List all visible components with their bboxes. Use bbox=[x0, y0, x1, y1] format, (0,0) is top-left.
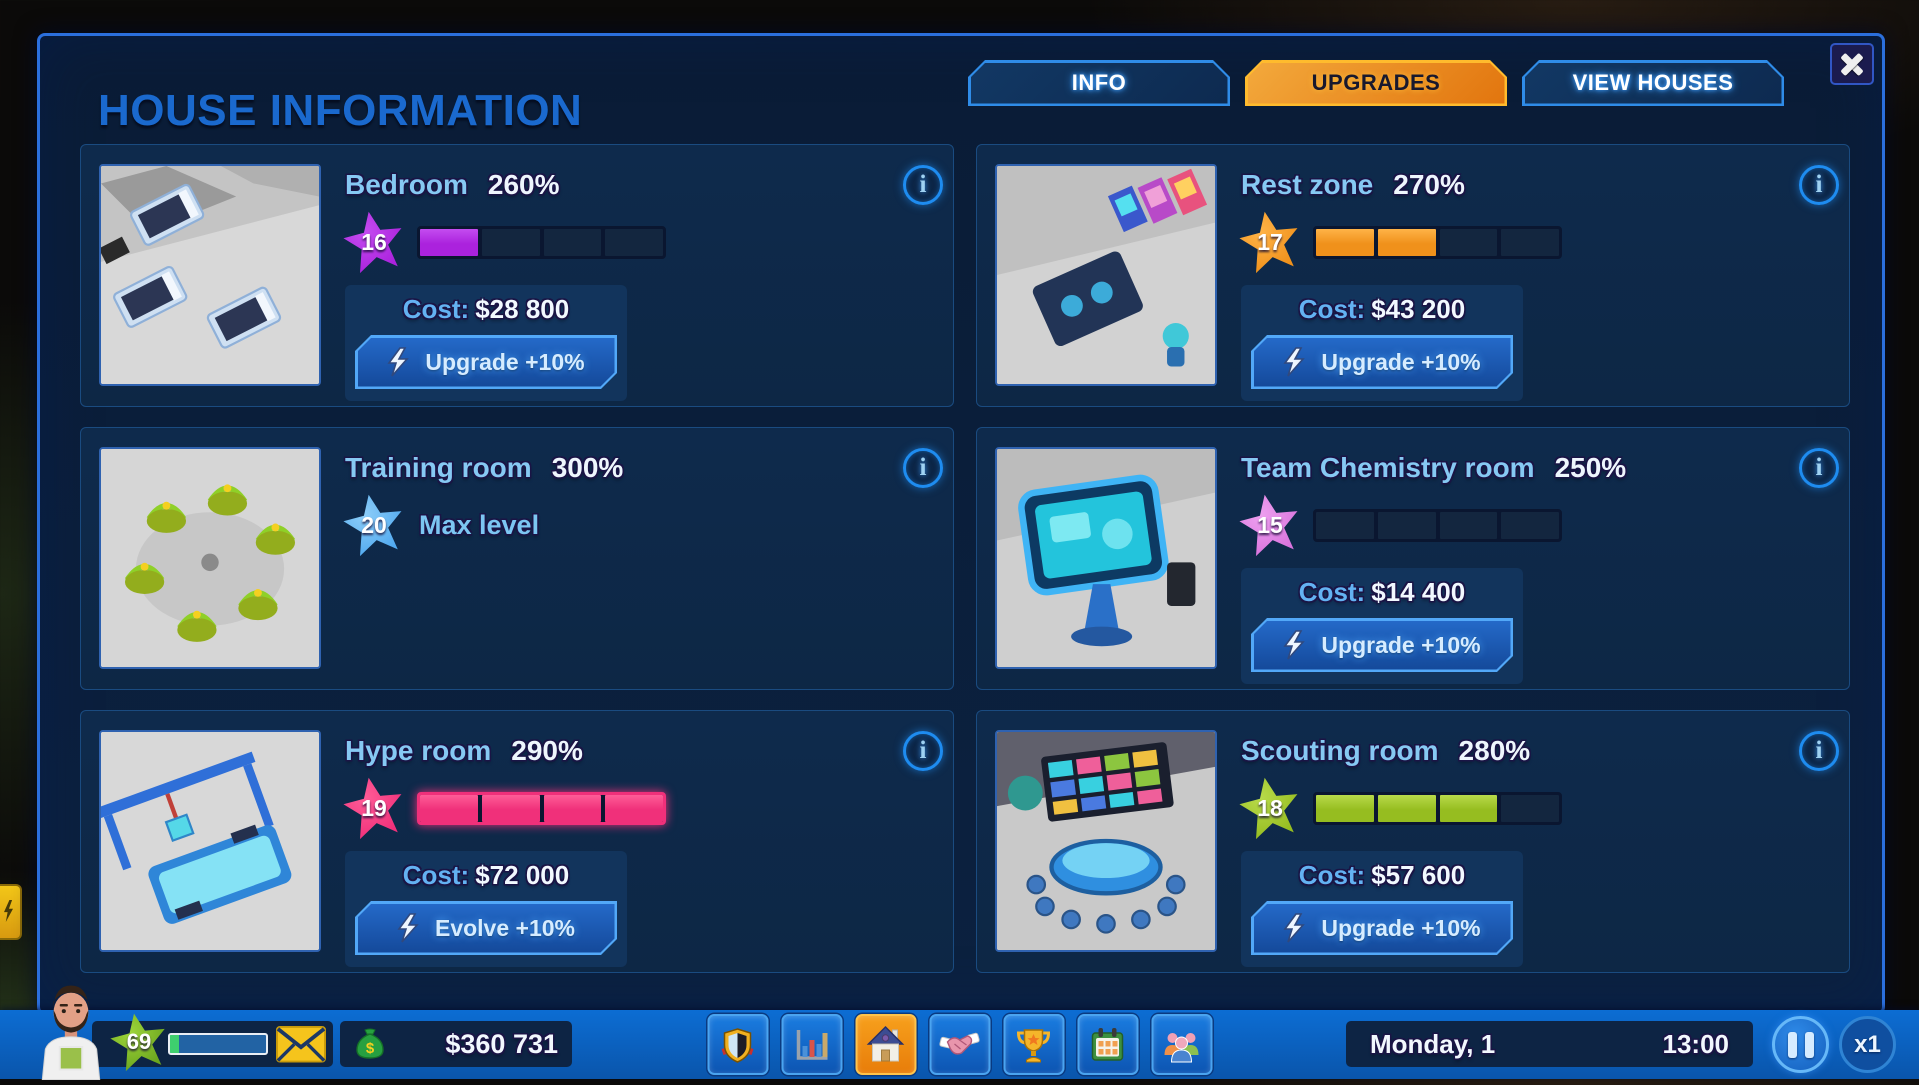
sponsors-handshake-icon[interactable] bbox=[929, 1014, 990, 1075]
level-star-badge: 16 bbox=[345, 213, 403, 271]
room-thumbnail-team-chemistry bbox=[995, 447, 1217, 669]
info-icon[interactable]: i bbox=[903, 448, 943, 488]
lightning-bolt-icon bbox=[1283, 347, 1305, 377]
lightning-bolt-icon bbox=[1283, 630, 1305, 660]
room-thumbnail-training-room bbox=[99, 447, 321, 669]
lightning-bolt-icon bbox=[397, 913, 419, 943]
team-roster-icon[interactable] bbox=[1151, 1014, 1212, 1075]
house-icon[interactable] bbox=[855, 1014, 916, 1075]
level-progress-bar bbox=[1313, 508, 1562, 542]
svg-text:$: $ bbox=[366, 1040, 375, 1057]
upgrade-cost-box: Cost: $28 800 Upgrade +10% bbox=[345, 285, 627, 401]
money-bag-icon: $ bbox=[352, 1026, 388, 1062]
page-title: HOUSE INFORMATION bbox=[98, 86, 583, 135]
room-card-training-room: Training room 300% 20 Max level i bbox=[80, 427, 954, 690]
player-level-star: 69 bbox=[112, 1015, 166, 1069]
pause-button[interactable] bbox=[1772, 1016, 1829, 1073]
tab-upgrades[interactable]: UPGRADES bbox=[1245, 60, 1507, 106]
stats-chart-icon[interactable] bbox=[781, 1014, 842, 1075]
room-name: Scouting room bbox=[1241, 735, 1439, 766]
info-icon[interactable]: i bbox=[1799, 448, 1839, 488]
room-card-scouting-room: Scouting room 280% 18 Cost: $57 600 Upgrad… bbox=[976, 710, 1850, 973]
room-bonus-percent: 290% bbox=[511, 735, 583, 766]
house-information-panel: HOUSE INFORMATION INFO UPGRADES VIEW HOU… bbox=[37, 33, 1885, 1015]
room-thumbnail-hype-room bbox=[99, 730, 321, 952]
upgrade-cost-box: Cost: $43 200 Upgrade +10% bbox=[1241, 285, 1523, 401]
xp-progress-fill bbox=[170, 1035, 179, 1053]
tab-bar: INFO UPGRADES VIEW HOUSES bbox=[968, 60, 1784, 106]
bottom-hud-bar: 69 $ $360 731 bbox=[0, 985, 1919, 1081]
level-star-badge: 17 bbox=[1241, 213, 1299, 271]
room-bonus-percent: 250% bbox=[1554, 452, 1627, 483]
level-progress-bar bbox=[417, 225, 666, 259]
money-value: $360 731 bbox=[445, 1029, 558, 1059]
tab-info[interactable]: INFO bbox=[968, 60, 1230, 106]
level-progress-bar bbox=[417, 791, 666, 825]
main-nav bbox=[707, 1014, 1212, 1075]
upgrade-button[interactable]: Upgrade +10% bbox=[1251, 618, 1513, 672]
info-icon[interactable]: i bbox=[1799, 731, 1839, 771]
room-name: Training room bbox=[345, 452, 532, 483]
room-name: Bedroom bbox=[345, 169, 468, 200]
club-shield-icon[interactable] bbox=[707, 1014, 768, 1075]
room-card-team-chemistry-room: Team Chemistry room 250% 15 Cost: $14 400 … bbox=[976, 427, 1850, 690]
lightning-bolt-icon bbox=[1283, 913, 1305, 943]
time-label: 13:00 bbox=[1662, 1028, 1730, 1059]
room-thumbnail-rest-zone bbox=[995, 164, 1217, 386]
info-icon[interactable]: i bbox=[903, 165, 943, 205]
level-star-badge: 20 bbox=[345, 496, 403, 554]
pause-icon bbox=[1787, 1031, 1797, 1058]
room-thumbnail-scouting-room bbox=[995, 730, 1217, 952]
edge-alert-icon[interactable] bbox=[0, 884, 22, 940]
info-icon[interactable]: i bbox=[1799, 165, 1839, 205]
room-card-hype-room: Hype room 290% 19 Cost: $72 000 Evolve +10… bbox=[80, 710, 954, 973]
mail-envelope-icon[interactable] bbox=[276, 1026, 326, 1063]
tournaments-trophy-icon[interactable] bbox=[1003, 1014, 1064, 1075]
date-label: Monday, 1 bbox=[1370, 1028, 1496, 1059]
game-speed-button[interactable]: x1 bbox=[1839, 1016, 1896, 1073]
close-icon[interactable] bbox=[1830, 43, 1874, 85]
level-progress-bar bbox=[1313, 791, 1562, 825]
room-name: Rest zone bbox=[1241, 169, 1374, 200]
date-time-panel: Monday, 1 13:00 bbox=[1346, 1021, 1753, 1067]
room-name: Team Chemistry room bbox=[1241, 452, 1535, 483]
speed-label: x1 bbox=[1854, 1030, 1881, 1058]
room-card-rest-zone: Rest zone 270% 17 Cost: $43 200 Upgrade +1… bbox=[976, 144, 1850, 407]
calendar-icon[interactable] bbox=[1077, 1014, 1138, 1075]
lightning-bolt-icon bbox=[387, 347, 409, 377]
player-stats-panel: 69 bbox=[92, 1021, 333, 1067]
room-bonus-percent: 300% bbox=[551, 452, 624, 483]
upgrade-button[interactable]: Upgrade +10% bbox=[355, 335, 617, 389]
money-panel: $ $360 731 bbox=[340, 1021, 572, 1067]
upgrade-button[interactable]: Upgrade +10% bbox=[1251, 335, 1513, 389]
upgrade-cost-box: Cost: $72 000 Evolve +10% bbox=[345, 851, 627, 967]
level-star-badge: 18 bbox=[1241, 779, 1299, 837]
evolve-button[interactable]: Evolve +10% bbox=[355, 901, 617, 955]
room-bonus-percent: 280% bbox=[1458, 735, 1531, 766]
room-bonus-percent: 270% bbox=[1393, 169, 1465, 200]
room-name: Hype room bbox=[345, 735, 492, 766]
rooms-grid: Bedroom 260% 16 Cost: $28 800 Upgrade +10%… bbox=[80, 144, 1850, 973]
xp-progress-bar bbox=[168, 1033, 268, 1055]
player-avatar[interactable] bbox=[30, 965, 112, 1081]
tab-view-houses[interactable]: VIEW HOUSES bbox=[1522, 60, 1784, 106]
level-progress-bar bbox=[1313, 225, 1562, 259]
upgrade-cost-box: Cost: $57 600 Upgrade +10% bbox=[1241, 851, 1523, 967]
level-star-badge: 15 bbox=[1241, 496, 1299, 554]
max-level-label: Max level bbox=[419, 509, 540, 540]
level-star-badge: 19 bbox=[345, 779, 403, 837]
upgrade-button[interactable]: Upgrade +10% bbox=[1251, 901, 1513, 955]
info-icon[interactable]: i bbox=[903, 731, 943, 771]
upgrade-cost-box: Cost: $14 400 Upgrade +10% bbox=[1241, 568, 1523, 684]
room-thumbnail-bedroom bbox=[99, 164, 321, 386]
room-bonus-percent: 260% bbox=[487, 169, 560, 200]
room-card-bedroom: Bedroom 260% 16 Cost: $28 800 Upgrade +10%… bbox=[80, 144, 954, 407]
